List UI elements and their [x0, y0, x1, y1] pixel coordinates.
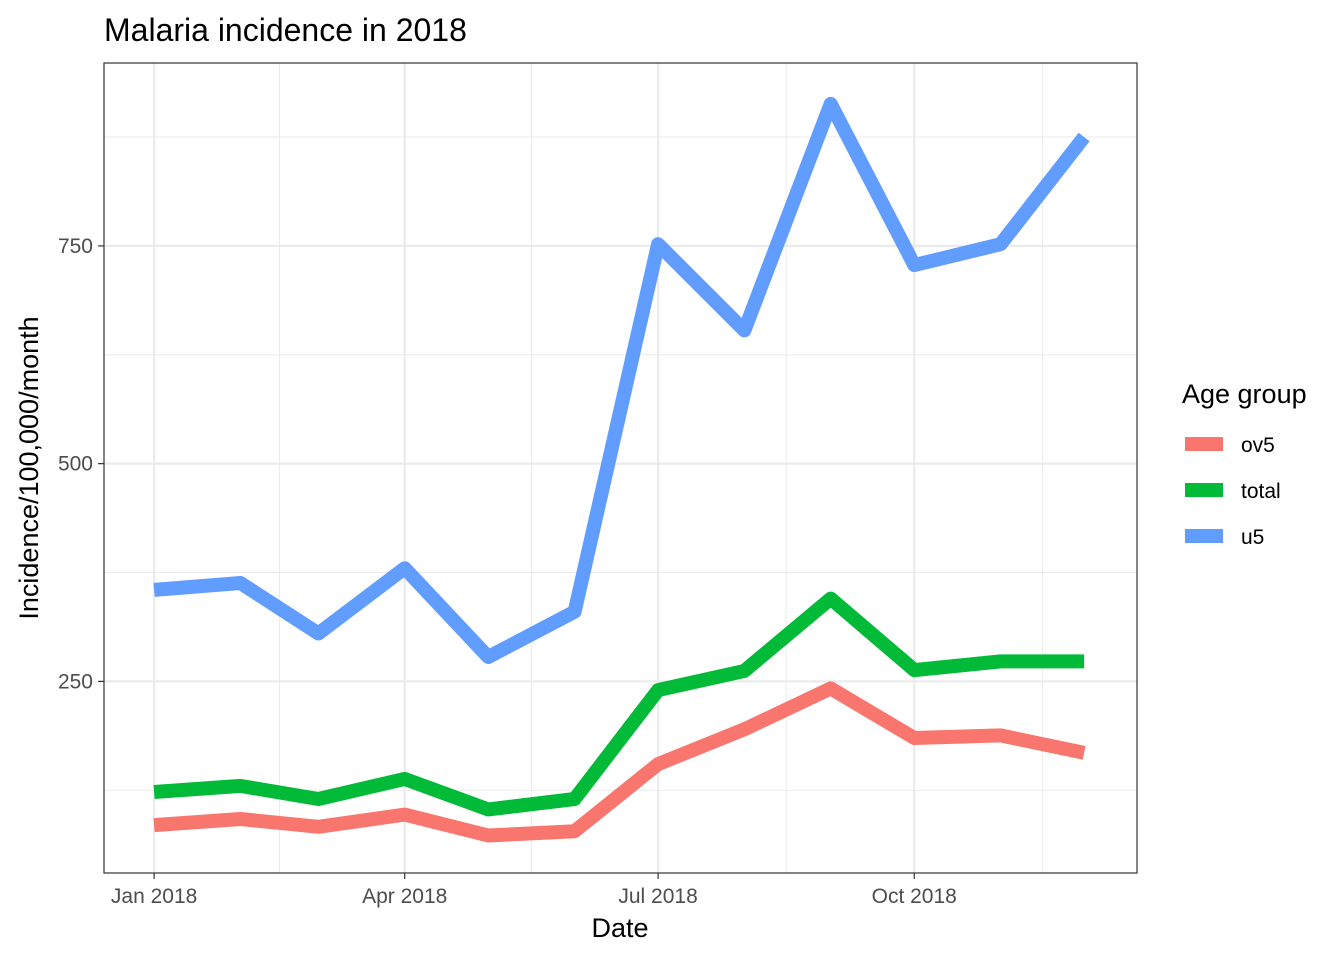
y-tick-label: 750	[58, 235, 93, 258]
x-axis-title: Date	[591, 913, 648, 943]
legend-label-u5: u5	[1241, 526, 1264, 549]
series-line-ov5	[153, 681, 1086, 843]
x-tick-label: Jul 2018	[618, 885, 697, 908]
y-tick-label: 250	[58, 670, 93, 693]
x-tick-label: Apr 2018	[362, 885, 447, 908]
y-tick-label: 500	[58, 453, 93, 476]
legend-label-total: total	[1241, 480, 1281, 503]
legend-key-ov5	[1185, 437, 1223, 451]
plot-panel-border	[103, 62, 1138, 874]
series-line-u5	[153, 96, 1090, 664]
y-axis: 250 500 750	[58, 235, 104, 693]
legend-title: Age group	[1182, 379, 1307, 409]
legend-key-u5	[1185, 529, 1223, 543]
chart-title: Malaria incidence in 2018	[104, 12, 467, 48]
series-line-total	[153, 591, 1085, 817]
series-lines	[153, 96, 1090, 843]
minor-gridlines	[104, 63, 1137, 873]
x-axis: Jan 2018 Apr 2018 Jul 2018 Oct 2018	[111, 873, 957, 908]
major-gridlines	[104, 63, 1137, 873]
x-tick-label: Oct 2018	[872, 885, 957, 908]
legend-label-ov5: ov5	[1241, 434, 1275, 457]
legend: Age group ov5 total u5	[1182, 379, 1307, 549]
y-axis-title: Incidence/100,000/month	[14, 316, 44, 619]
x-tick-label: Jan 2018	[111, 885, 197, 908]
legend-key-total	[1185, 483, 1223, 497]
